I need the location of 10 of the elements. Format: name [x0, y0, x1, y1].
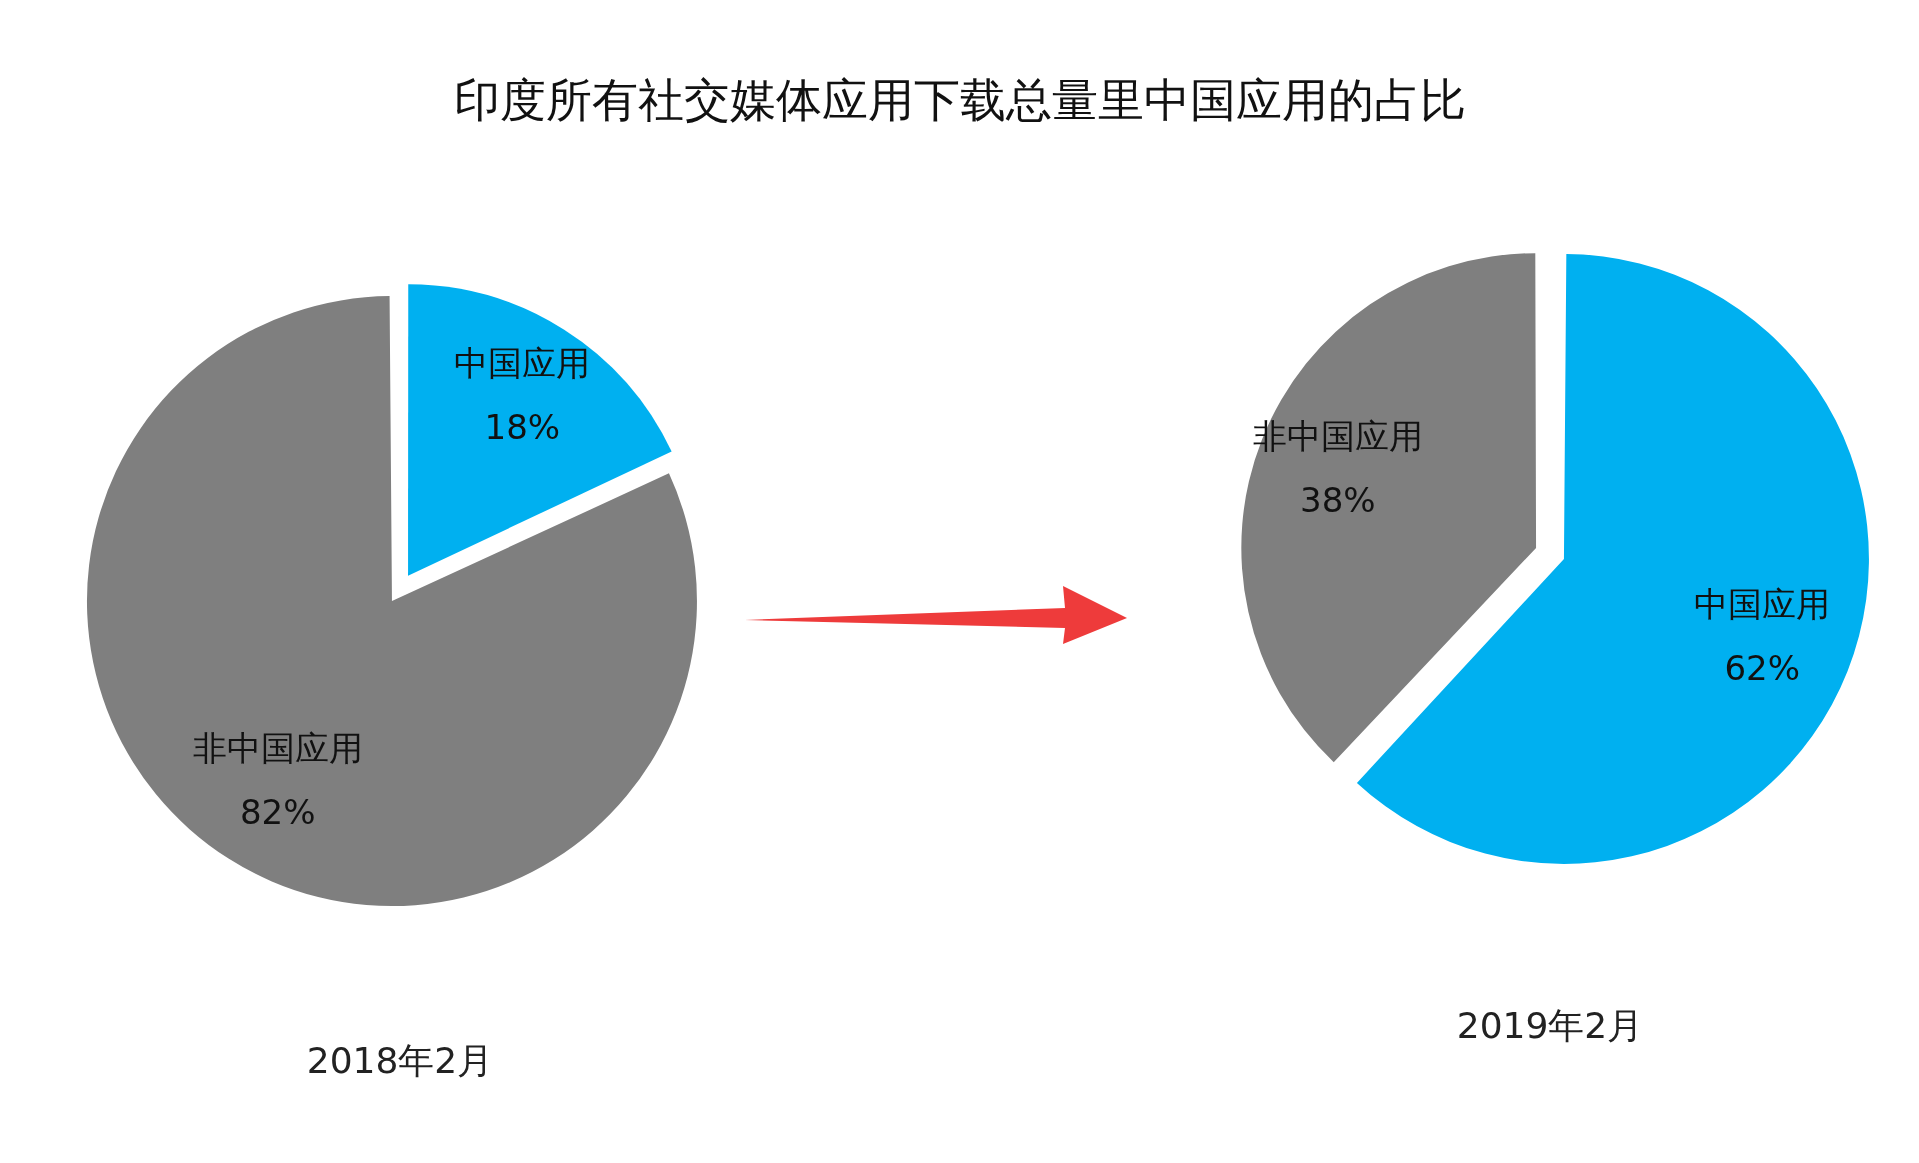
slice-label: 中国应用 [1694, 584, 1831, 625]
text: 2019年2月 [1456, 1004, 1644, 1046]
text: 2018年2月 [306, 1039, 494, 1081]
data-label: 38% [1300, 480, 1376, 521]
data-label: 18% [484, 406, 561, 447]
data-label: 82% [239, 791, 316, 832]
slice-label: 非中国应用 [192, 727, 363, 768]
slice-label: 中国应用 [454, 342, 591, 383]
text: 印度所有社交媒体应用下载总量里中国应用的占比 [452, 72, 1467, 129]
data-label: 62% [1724, 648, 1800, 689]
